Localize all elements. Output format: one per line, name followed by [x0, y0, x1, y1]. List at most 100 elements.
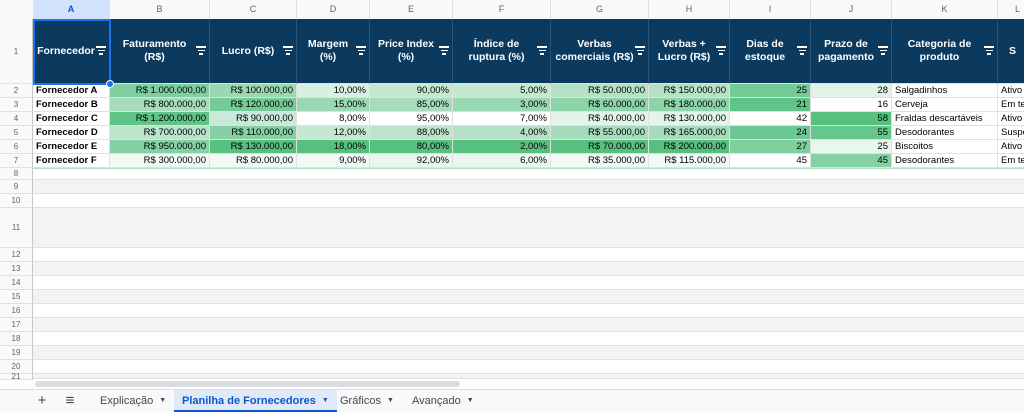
row-number[interactable]: 8	[0, 168, 33, 180]
row-number[interactable]: 6	[0, 140, 33, 154]
row-number[interactable]: 15	[0, 290, 33, 304]
filter-icon[interactable]	[716, 46, 726, 56]
cell-cat[interactable]: Salgadinhos	[892, 84, 998, 98]
cell-margem[interactable]: 8,00%	[297, 112, 370, 126]
cell-verbas[interactable]: R$ 40.000,00	[551, 112, 649, 126]
column-header-b[interactable]: B	[110, 0, 210, 19]
sheet-tab[interactable]: Explicação ▼	[92, 390, 174, 412]
sheet-tab[interactable]: Avançado ▼	[404, 390, 482, 412]
header-cell[interactable]: Prazo de pagamento	[811, 19, 892, 84]
header-cell[interactable]: S	[998, 19, 1024, 84]
fill-handle[interactable]	[106, 80, 114, 88]
cell-verbas[interactable]: R$ 60.000,00	[551, 98, 649, 112]
filter-icon[interactable]	[984, 46, 994, 56]
cell-margem[interactable]: 10,00%	[297, 84, 370, 98]
cell-dias[interactable]: 45	[730, 154, 811, 168]
row-number[interactable]: 4	[0, 112, 33, 126]
cell-margem[interactable]: 18,00%	[297, 140, 370, 154]
cell-prazo[interactable]: 16	[811, 98, 892, 112]
row-number[interactable]: 21	[0, 373, 33, 381]
horizontal-scrollbar[interactable]	[33, 378, 1024, 389]
row-number[interactable]: 18	[0, 332, 33, 346]
cell-verbas[interactable]: R$ 70.000,00	[551, 140, 649, 154]
cell-vl[interactable]: R$ 180.000,00	[649, 98, 730, 112]
cell-fat[interactable]: R$ 700.000,00	[110, 126, 210, 140]
header-cell[interactable]: Margem (%)	[297, 19, 370, 84]
header-cell[interactable]: Lucro (R$)	[210, 19, 297, 84]
column-header-g[interactable]: G	[551, 0, 649, 19]
row-number[interactable]: 13	[0, 262, 33, 276]
cell-vl[interactable]: R$ 165.000,00	[649, 126, 730, 140]
cell-ruptura[interactable]: 7,00%	[453, 112, 551, 126]
cell-status[interactable]: Suspe	[998, 126, 1024, 140]
filter-icon[interactable]	[439, 46, 449, 56]
header-cell[interactable]: Dias de estoque	[730, 19, 811, 84]
cell-price[interactable]: 80,00%	[370, 140, 453, 154]
cell-dias[interactable]: 42	[730, 112, 811, 126]
cell-margem[interactable]: 12,00%	[297, 126, 370, 140]
cell-verbas[interactable]: R$ 35.000,00	[551, 154, 649, 168]
cell-lucro[interactable]: R$ 120.000,00	[210, 98, 297, 112]
cell-ruptura[interactable]: 5,00%	[453, 84, 551, 98]
cell-fat[interactable]: R$ 800.000,00	[110, 98, 210, 112]
caret-down-icon[interactable]: ▼	[466, 397, 474, 405]
empty-row[interactable]	[33, 318, 1024, 332]
caret-down-icon[interactable]: ▼	[159, 397, 167, 405]
column-header-e[interactable]: E	[370, 0, 453, 19]
cell-dias[interactable]: 24	[730, 126, 811, 140]
cell-price[interactable]: 95,00%	[370, 112, 453, 126]
cell-ruptura[interactable]: 2,00%	[453, 140, 551, 154]
cell-vl[interactable]: R$ 150.000,00	[649, 84, 730, 98]
row-number[interactable]: 9	[0, 180, 33, 194]
cell-lucro[interactable]: R$ 100.000,00	[210, 84, 297, 98]
empty-row[interactable]	[33, 304, 1024, 318]
cell-status[interactable]: Ativo	[998, 140, 1024, 154]
filter-icon[interactable]	[797, 46, 807, 56]
cell-lucro[interactable]: R$ 110.000,00	[210, 126, 297, 140]
row-number[interactable]: 14	[0, 276, 33, 290]
empty-row[interactable]	[33, 168, 1024, 180]
cell-price[interactable]: 92,00%	[370, 154, 453, 168]
cell-dias[interactable]: 27	[730, 140, 811, 154]
row-number[interactable]: 16	[0, 304, 33, 318]
empty-row[interactable]	[33, 208, 1024, 248]
header-cell[interactable]: Price Index (%)	[370, 19, 453, 84]
cell-status[interactable]: Ativo	[998, 84, 1024, 98]
cell-status[interactable]: Em te	[998, 98, 1024, 112]
row-number[interactable]: 3	[0, 98, 33, 112]
cell-margem[interactable]: 15,00%	[297, 98, 370, 112]
cell-status[interactable]: Em te	[998, 154, 1024, 168]
sheet-tab[interactable]: Gráficos ▼	[332, 390, 402, 412]
cell-lucro[interactable]: R$ 90.000,00	[210, 112, 297, 126]
row-number[interactable]: 20	[0, 360, 33, 374]
empty-row[interactable]	[33, 248, 1024, 262]
header-cell[interactable]: Fornecedor	[33, 19, 110, 84]
cell-prazo[interactable]: 58	[811, 112, 892, 126]
header-cell[interactable]: Categoria de produto	[892, 19, 998, 84]
column-header-j[interactable]: J	[811, 0, 892, 19]
header-cell[interactable]: Verbas + Lucro (R$)	[649, 19, 730, 84]
empty-row[interactable]	[33, 332, 1024, 346]
row-number[interactable]: 12	[0, 248, 33, 262]
cell-price[interactable]: 88,00%	[370, 126, 453, 140]
cell-cat[interactable]: Cerveja	[892, 98, 998, 112]
cell-ruptura[interactable]: 6,00%	[453, 154, 551, 168]
row-number[interactable]: 5	[0, 126, 33, 140]
cell-margem[interactable]: 9,00%	[297, 154, 370, 168]
cell-cat[interactable]: Fraldas descartáveis	[892, 112, 998, 126]
filter-icon[interactable]	[96, 46, 106, 56]
cell-name[interactable]: Fornecedor C	[33, 112, 110, 126]
row-number[interactable]: 10	[0, 194, 33, 208]
column-header-f[interactable]: F	[453, 0, 551, 19]
column-header-l[interactable]: L	[998, 0, 1024, 19]
cell-vl[interactable]: R$ 200.000,00	[649, 140, 730, 154]
column-header-i[interactable]: I	[730, 0, 811, 19]
cell-dias[interactable]: 21	[730, 98, 811, 112]
cell-cat[interactable]: Desodorantes	[892, 154, 998, 168]
cell-cat[interactable]: Biscoitos	[892, 140, 998, 154]
scrollbar-thumb[interactable]	[35, 381, 460, 387]
cell-fat[interactable]: R$ 300.000,00	[110, 154, 210, 168]
cell-name[interactable]: Fornecedor B	[33, 98, 110, 112]
sheet-list-icon[interactable]: ≡	[65, 392, 75, 409]
cell-lucro[interactable]: R$ 130.000,00	[210, 140, 297, 154]
